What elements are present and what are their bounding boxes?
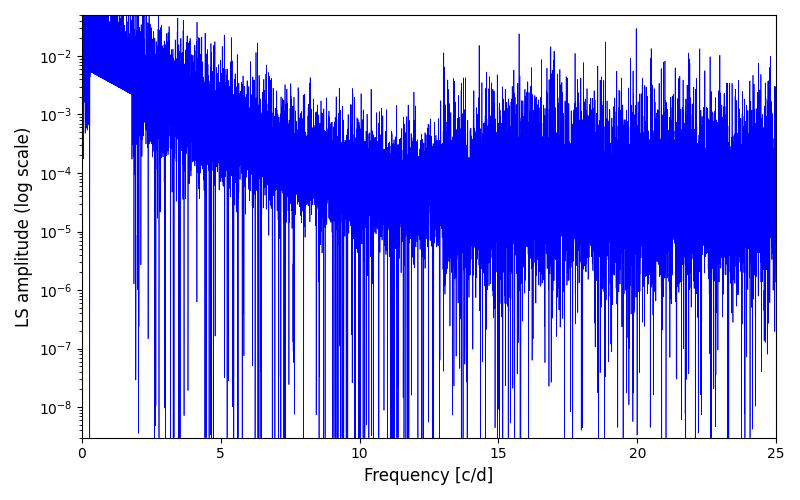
- Y-axis label: LS amplitude (log scale): LS amplitude (log scale): [15, 126, 33, 326]
- X-axis label: Frequency [c/d]: Frequency [c/d]: [364, 467, 494, 485]
